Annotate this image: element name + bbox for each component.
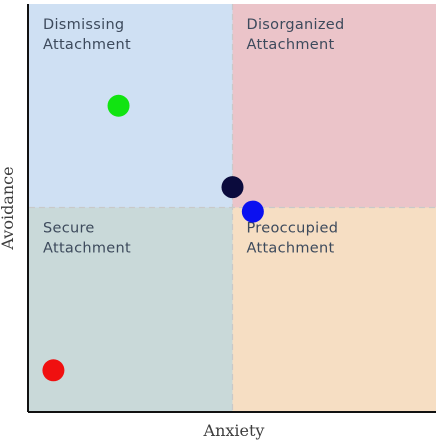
quadrant-dismissing <box>29 4 233 208</box>
data-point-navy <box>222 176 244 198</box>
y-axis-label: Avoidance <box>0 166 17 250</box>
data-point-blue <box>242 201 264 223</box>
quadrant-label-dismissing: Dismissing <box>43 17 124 33</box>
quadrant-label-preoccupied: Preoccupied <box>247 221 339 237</box>
quadrant-label-disorganized: Disorganized <box>247 17 345 33</box>
x-axis-label: Anxiety <box>203 421 265 440</box>
quadrant-sublabel-preoccupied: Attachment <box>247 241 335 257</box>
quadrant-disorganized <box>233 4 436 208</box>
quadrant-sublabel-dismissing: Attachment <box>43 37 131 53</box>
quadrant-sublabel-secure: Attachment <box>43 241 131 257</box>
data-point-green <box>108 95 130 117</box>
quadrant-sublabel-disorganized: Attachment <box>247 37 335 53</box>
quadrant-label-secure: Secure <box>43 221 95 237</box>
quadrant-preoccupied <box>233 208 436 412</box>
quadrant-secure <box>29 208 233 412</box>
data-point-red <box>42 359 64 381</box>
